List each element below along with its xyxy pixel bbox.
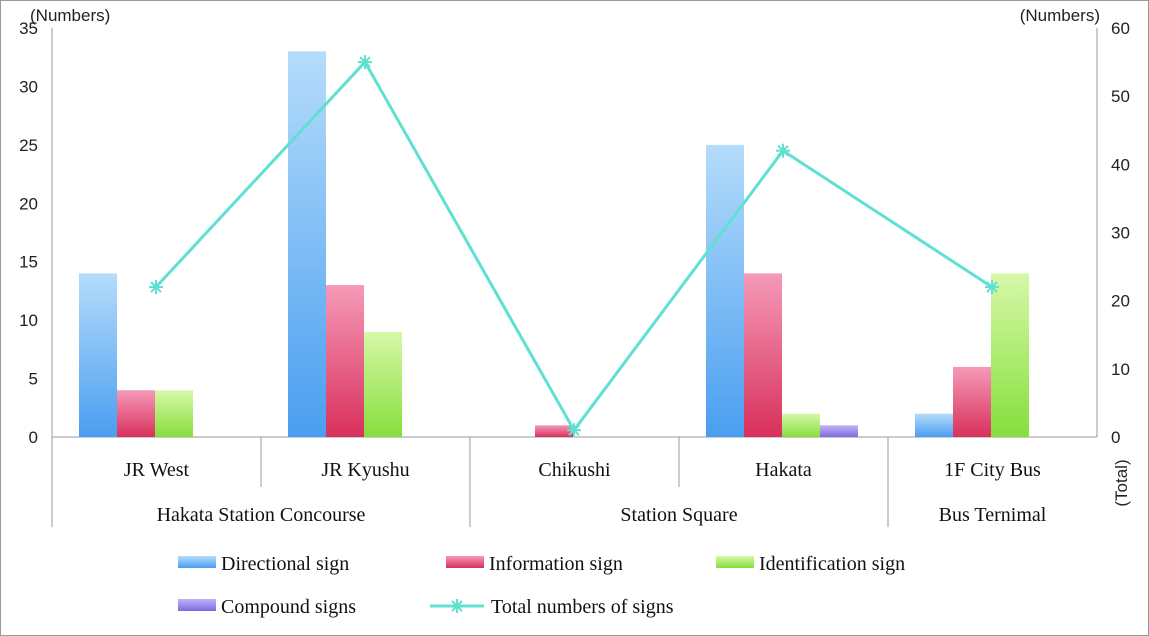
legend-item: Directional sign — [178, 553, 349, 575]
bar-information-sign — [117, 390, 155, 437]
category-label: Chikushi — [538, 459, 611, 481]
legend-label: Information sign — [489, 553, 623, 575]
legend-swatch — [178, 599, 216, 611]
legend-swatch — [446, 556, 484, 568]
left-axis-unit: (Numbers) — [30, 6, 110, 25]
category-label: JR West — [124, 459, 190, 481]
legend-item: Identification sign — [716, 553, 905, 575]
category-label: 1F City Bus — [944, 459, 1041, 481]
right-tick-label: 50 — [1111, 87, 1130, 106]
left-tick-label: 30 — [19, 77, 38, 96]
total-marker — [985, 280, 999, 295]
bar-information-sign — [953, 366, 991, 437]
total-marker — [149, 280, 163, 295]
bar-compound-signs — [820, 425, 858, 437]
category-axis: JR West JR Kyushu Chikushi Hakata 1F City Bu… — [51, 437, 1047, 527]
bar-directional-sign — [79, 273, 117, 437]
right-tick-labels: 0 10 20 30 40 50 60 — [1111, 19, 1130, 447]
bar-identification-sign — [782, 413, 820, 437]
category-label: JR Kyushu — [321, 459, 409, 481]
bar-information-sign — [535, 425, 573, 437]
group-label: Hakata Station Concourse — [157, 504, 366, 526]
right-tick-label: 30 — [1111, 224, 1130, 243]
total-marker — [358, 55, 372, 70]
right-axis-label: (Total) — [1112, 459, 1131, 506]
legend-item: Compound signs — [178, 596, 356, 618]
bar-identification-sign — [155, 390, 193, 437]
bar-identification-sign — [991, 273, 1029, 437]
legend-item: Information sign — [446, 553, 623, 575]
right-tick-label: 10 — [1111, 360, 1130, 379]
right-tick-label: 20 — [1111, 292, 1130, 311]
legend-label: Total numbers of signs — [491, 596, 674, 618]
legend-swatch — [178, 556, 216, 568]
right-axis-unit: (Numbers) — [1020, 6, 1100, 25]
legend-marker — [450, 599, 464, 613]
total-marker — [776, 143, 790, 158]
group-label: Bus Ternimal — [939, 504, 1047, 526]
total-line-layer — [149, 55, 999, 438]
legend-label: Compound signs — [221, 596, 356, 618]
legend: Directional sign Information sign Identifi… — [178, 553, 905, 618]
legend-swatch — [716, 556, 754, 568]
bar-identification-sign — [364, 331, 402, 437]
bar-information-sign — [326, 285, 364, 437]
bar-directional-sign — [915, 413, 953, 437]
left-tick-labels: 0 5 10 15 20 25 30 35 — [19, 19, 38, 447]
bar-information-sign — [744, 273, 782, 437]
bar-directional-sign — [288, 51, 326, 437]
bars — [79, 51, 1029, 437]
legend-label: Directional sign — [221, 553, 349, 575]
right-tick-label: 0 — [1111, 428, 1120, 447]
left-tick-label: 20 — [19, 194, 38, 213]
right-tick-label: 40 — [1111, 155, 1130, 174]
category-label: Hakata — [755, 459, 812, 481]
left-tick-label: 35 — [19, 19, 38, 38]
legend-item: Total numbers of signs — [430, 596, 674, 618]
left-tick-label: 15 — [19, 253, 38, 272]
left-tick-label: 10 — [19, 311, 38, 330]
left-tick-label: 5 — [29, 370, 38, 389]
left-tick-label: 0 — [29, 428, 38, 447]
total-line — [154, 60, 993, 432]
right-tick-label: 60 — [1111, 19, 1130, 38]
group-label: Station Square — [620, 504, 737, 526]
legend-label: Identification sign — [759, 553, 905, 575]
total-marker — [567, 423, 581, 438]
bar-directional-sign — [706, 144, 744, 437]
left-tick-label: 25 — [19, 136, 38, 155]
